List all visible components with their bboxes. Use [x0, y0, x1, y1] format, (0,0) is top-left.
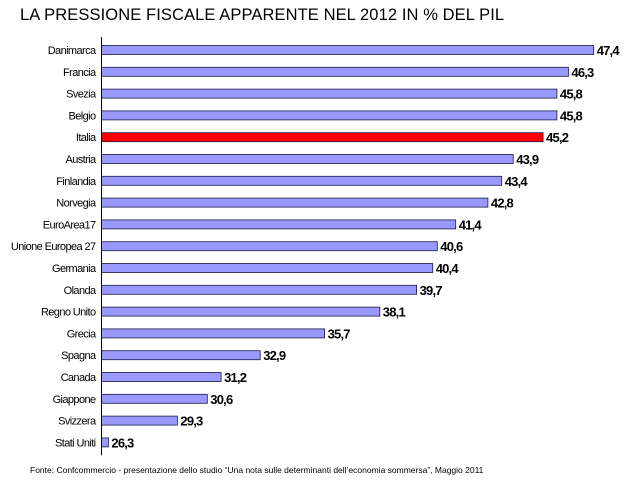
bar-norvegia	[101, 197, 489, 208]
bar-belgio	[101, 110, 558, 121]
bar-svizzera	[101, 415, 178, 426]
value-label: 35,7	[328, 326, 351, 341]
value-label: 47,4	[597, 43, 621, 58]
category-label: Olanda	[64, 285, 97, 297]
bar-unione-europea-27	[101, 241, 438, 252]
category-label: Finlandia	[56, 176, 97, 188]
value-label: 38,1	[383, 305, 406, 320]
bar-olanda	[101, 284, 418, 295]
category-label: Austria	[65, 154, 97, 166]
bar-euroarea17	[101, 219, 457, 230]
bars	[101, 45, 595, 448]
value-label: 30,6	[210, 392, 233, 407]
value-label: 42,8	[491, 196, 514, 211]
bar-germania	[101, 263, 434, 273]
value-label: 39,7	[420, 283, 443, 298]
category-label: Danimarca	[48, 45, 97, 57]
category-label: Unione Europea 27	[11, 241, 96, 253]
value-labels: 47,446,3 45,8 45,8 45,2 43,9 43,4 42,8 41,4 40,6…	[111, 43, 621, 450]
category-label: Svezia	[66, 89, 97, 101]
category-label: Canada	[61, 372, 97, 384]
source-note: Fonte: Confcommercio - presentazione del…	[30, 465, 484, 475]
bar-stati-uniti	[101, 437, 109, 448]
category-label: Italia	[76, 132, 97, 144]
value-label: 43,4	[505, 174, 529, 189]
value-label: 31,2	[224, 370, 247, 385]
value-label: 45,8	[560, 108, 583, 123]
bar-svezia	[101, 88, 558, 99]
bar-finlandia	[101, 175, 503, 186]
chart-title: LA PRESSIONE FISCALE APPARENTE NEL 2012 …	[20, 6, 505, 24]
bar-spagna	[101, 350, 261, 361]
category-label: Svizzera	[58, 416, 97, 428]
value-label: 45,8	[560, 87, 583, 102]
value-label: 41,4	[459, 217, 483, 232]
value-label: 43,9	[516, 152, 539, 167]
category-label: Spagna	[61, 350, 97, 362]
value-label: 26,3	[111, 435, 134, 450]
value-label: 29,3	[180, 414, 203, 429]
bar-italia	[101, 132, 544, 143]
value-label: 32,9	[263, 348, 286, 363]
bar-grecia	[101, 328, 326, 339]
bar-canada	[101, 372, 222, 382]
category-label: Germania	[52, 263, 97, 275]
category-label: Stati Uniti	[55, 437, 96, 449]
value-label: 40,6	[440, 239, 463, 254]
bar-giappone	[101, 393, 208, 404]
category-label: Norvegia	[56, 198, 97, 210]
category-labels: Danimarca Francia Svezia Belgio Italia Austri…	[11, 45, 98, 449]
category-label: Regno Unito	[41, 307, 96, 319]
category-label: Grecia	[67, 328, 97, 340]
category-label: EuroArea17	[43, 219, 96, 231]
bar-danimarca	[101, 45, 595, 55]
bar-austria	[101, 154, 514, 164]
bar-regno-unito	[101, 306, 381, 317]
bar-francia	[101, 66, 569, 77]
value-label: 40,4	[436, 261, 460, 276]
category-label: Belgio	[69, 110, 96, 122]
value-label: 45,2	[546, 130, 569, 145]
category-label: Francia	[63, 67, 97, 79]
value-label: 46,3	[571, 65, 594, 80]
category-label: Giappone	[53, 394, 96, 406]
